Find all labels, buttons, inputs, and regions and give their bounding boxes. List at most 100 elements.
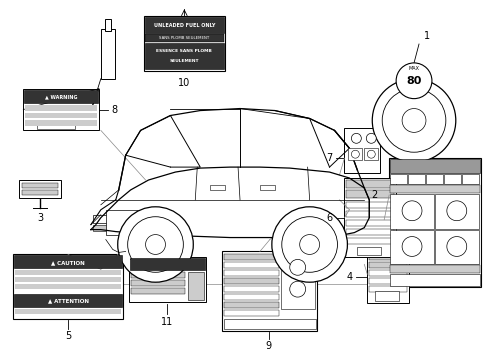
- Bar: [224, 270, 278, 276]
- Bar: [368, 262, 406, 268]
- Bar: [224, 286, 278, 292]
- Bar: [407, 174, 424, 184]
- Bar: [344, 129, 380, 173]
- Bar: [143, 16, 224, 71]
- Circle shape: [299, 235, 319, 255]
- Bar: [425, 174, 442, 184]
- Bar: [389, 230, 433, 264]
- Bar: [14, 294, 122, 307]
- Bar: [366, 251, 408, 303]
- Bar: [389, 174, 406, 184]
- Text: 4: 4: [346, 272, 352, 282]
- Text: 6: 6: [326, 213, 332, 223]
- Circle shape: [371, 79, 455, 162]
- Bar: [389, 265, 479, 273]
- Bar: [346, 180, 393, 188]
- Bar: [434, 194, 478, 229]
- Bar: [101, 29, 115, 79]
- Text: 11: 11: [161, 317, 173, 327]
- Bar: [357, 247, 381, 255]
- Bar: [364, 148, 377, 160]
- Bar: [19, 180, 61, 198]
- Bar: [224, 319, 315, 329]
- Bar: [25, 121, 97, 126]
- Bar: [25, 113, 97, 118]
- Text: SANS PLOMB SEULEMENT: SANS PLOMB SEULEMENT: [159, 36, 209, 40]
- Text: 7: 7: [325, 153, 332, 163]
- Bar: [144, 43, 224, 69]
- Circle shape: [401, 109, 425, 132]
- Bar: [224, 302, 278, 308]
- Bar: [128, 257, 206, 302]
- Bar: [362, 205, 369, 220]
- Bar: [346, 202, 393, 208]
- Bar: [346, 211, 393, 217]
- Bar: [224, 310, 278, 316]
- Bar: [37, 122, 75, 129]
- Bar: [104, 19, 111, 31]
- Bar: [368, 278, 406, 284]
- Bar: [22, 190, 58, 195]
- Circle shape: [446, 201, 466, 221]
- Bar: [443, 174, 460, 184]
- Circle shape: [289, 281, 305, 297]
- Circle shape: [366, 150, 374, 158]
- Circle shape: [401, 237, 421, 256]
- Bar: [129, 258, 205, 270]
- Bar: [280, 255, 314, 309]
- Circle shape: [118, 207, 193, 282]
- Circle shape: [366, 133, 375, 143]
- Bar: [14, 255, 122, 268]
- Bar: [188, 272, 204, 300]
- Bar: [346, 220, 393, 226]
- Circle shape: [289, 260, 305, 275]
- Bar: [130, 272, 185, 278]
- Bar: [346, 229, 393, 235]
- Text: ESSENCE SANS PLOMB: ESSENCE SANS PLOMB: [156, 49, 212, 53]
- Bar: [347, 148, 362, 160]
- Circle shape: [446, 237, 466, 256]
- Bar: [224, 294, 278, 300]
- Circle shape: [395, 63, 431, 99]
- Bar: [15, 284, 121, 289]
- Bar: [144, 34, 224, 42]
- Bar: [434, 230, 478, 264]
- Text: UNLEADED FUEL ONLY: UNLEADED FUEL ONLY: [153, 23, 215, 28]
- Bar: [461, 174, 478, 184]
- Text: ▲ ATTENTION: ▲ ATTENTION: [47, 298, 88, 303]
- Bar: [93, 225, 111, 231]
- Bar: [15, 270, 121, 275]
- Bar: [130, 280, 185, 286]
- Circle shape: [271, 207, 346, 282]
- Bar: [15, 277, 121, 282]
- Text: 9: 9: [265, 341, 271, 351]
- Bar: [144, 17, 224, 33]
- Circle shape: [145, 235, 165, 255]
- Text: 80: 80: [406, 76, 421, 86]
- Bar: [389, 194, 433, 229]
- Bar: [24, 90, 98, 103]
- Circle shape: [401, 201, 421, 221]
- Bar: [15, 309, 121, 314]
- Bar: [346, 238, 393, 243]
- Bar: [23, 89, 99, 130]
- Circle shape: [382, 89, 445, 152]
- Text: SEULEMENT: SEULEMENT: [169, 59, 199, 63]
- Text: 1: 1: [423, 31, 429, 41]
- Text: MAX: MAX: [407, 66, 419, 71]
- Text: ▲ CAUTION: ▲ CAUTION: [51, 260, 85, 265]
- Bar: [389, 159, 479, 173]
- Text: ▲ WARNING: ▲ WARNING: [45, 94, 77, 99]
- Bar: [224, 255, 278, 260]
- Bar: [346, 190, 393, 198]
- Circle shape: [127, 217, 183, 272]
- Bar: [389, 185, 479, 193]
- Bar: [222, 251, 316, 331]
- Bar: [224, 278, 278, 284]
- Circle shape: [351, 150, 359, 158]
- Circle shape: [351, 133, 361, 143]
- Bar: [260, 185, 274, 190]
- Bar: [210, 185, 224, 190]
- Text: 8: 8: [111, 104, 118, 114]
- Bar: [389, 274, 479, 286]
